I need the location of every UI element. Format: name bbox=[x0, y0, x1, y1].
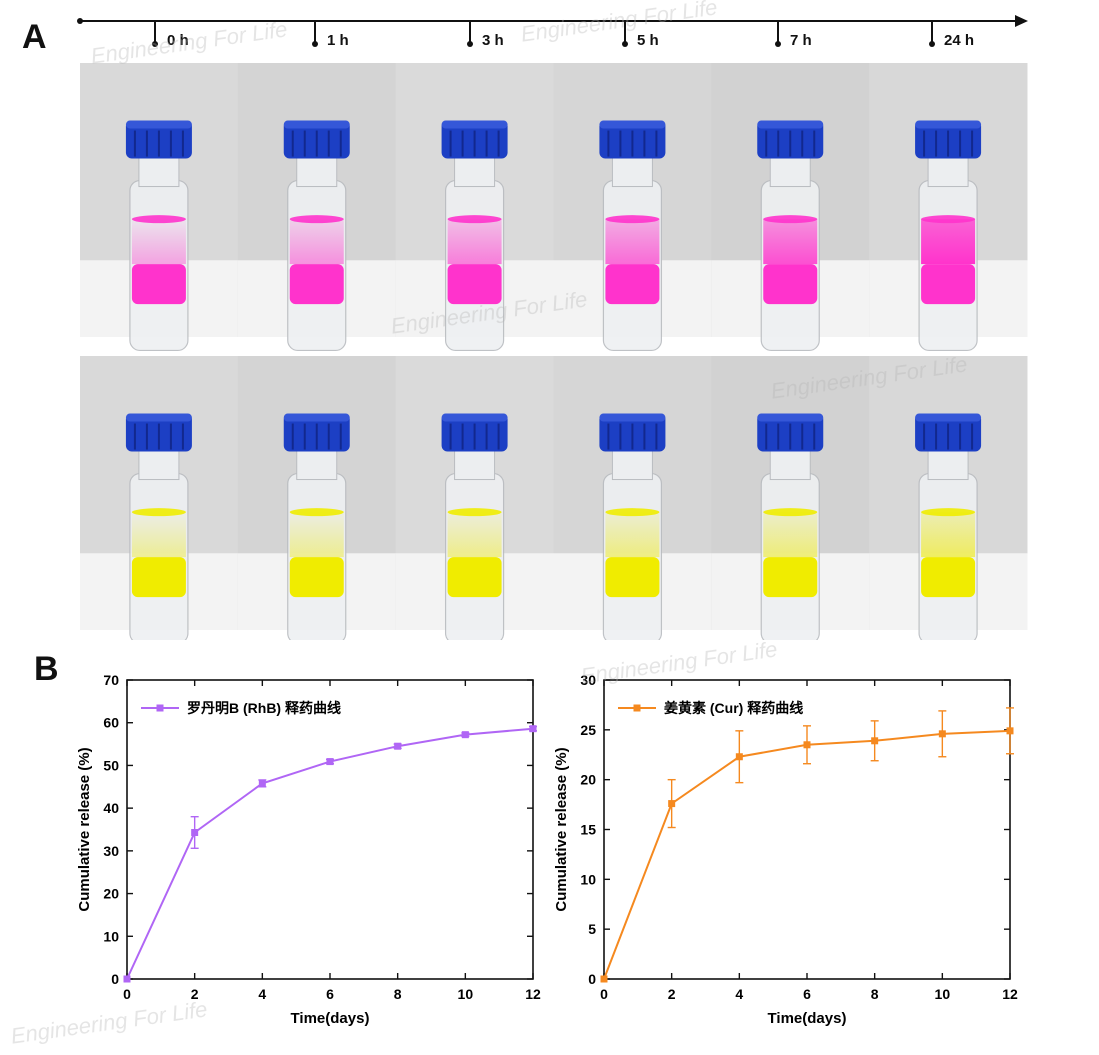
panel-a-label: A bbox=[22, 18, 47, 56]
x-tick-label: 2 bbox=[191, 986, 199, 1002]
cur-vial-row bbox=[80, 356, 1028, 640]
timepoint-marker: 5 h bbox=[622, 21, 659, 49]
data-point bbox=[871, 737, 879, 745]
data-point bbox=[326, 758, 334, 766]
data-point bbox=[600, 975, 608, 983]
timepoint-marker: 3 h bbox=[467, 21, 504, 49]
data-point bbox=[123, 975, 131, 983]
y-tick-label: 60 bbox=[103, 715, 119, 731]
y-tick-label: 20 bbox=[580, 772, 596, 788]
y-tick-label: 10 bbox=[103, 928, 119, 944]
x-tick-label: 10 bbox=[935, 986, 951, 1002]
rhb-vial-row bbox=[80, 63, 1028, 352]
timepoint-label: 0 h bbox=[167, 32, 189, 49]
timepoint-marker: 0 h bbox=[152, 21, 189, 49]
y-tick-label: 40 bbox=[103, 800, 119, 816]
data-point bbox=[258, 779, 266, 787]
legend-label: 姜黄素 (Cur) 释药曲线 bbox=[664, 700, 803, 716]
vial-photo bbox=[237, 63, 397, 352]
x-tick-label: 4 bbox=[735, 986, 743, 1002]
x-tick-label: 8 bbox=[871, 986, 879, 1002]
y-tick-label: 15 bbox=[580, 822, 596, 838]
y-tick-label: 0 bbox=[111, 971, 119, 987]
rhb-release-chart: 0 2 4 6 8 10 12 0 10 20 30 40 50 60 70 Time(days) Cumula… bbox=[76, 672, 541, 1027]
y-tick-label: 50 bbox=[103, 757, 119, 773]
y-tick-label: 70 bbox=[103, 672, 119, 688]
x-tick-label: 12 bbox=[525, 986, 541, 1002]
x-tick-label: 0 bbox=[600, 986, 608, 1002]
plot-frame bbox=[126, 679, 534, 980]
x-tick-label: 2 bbox=[668, 986, 676, 1002]
timepoint-marker: 1 h bbox=[312, 21, 349, 49]
data-point bbox=[461, 731, 469, 739]
y-tick-label: 5 bbox=[588, 921, 596, 937]
vial-photo bbox=[80, 356, 239, 640]
legend-marker bbox=[633, 704, 641, 712]
y-tick-label: 30 bbox=[580, 672, 596, 688]
vial-photo bbox=[395, 63, 554, 352]
data-point bbox=[803, 741, 811, 749]
vial-photo bbox=[237, 356, 397, 640]
series-line bbox=[126, 727, 534, 980]
legend-marker bbox=[156, 704, 164, 712]
timepoint-label: 24 h bbox=[944, 32, 974, 49]
x-tick-label: 8 bbox=[394, 986, 402, 1002]
panel-b-label: B bbox=[34, 650, 59, 688]
timeline-start-dot bbox=[77, 18, 83, 24]
y-tick-label: 10 bbox=[580, 871, 596, 887]
x-tick-label: 12 bbox=[1002, 986, 1018, 1002]
data-point bbox=[191, 828, 199, 836]
vial-photo bbox=[869, 356, 1028, 640]
x-tick-label: 10 bbox=[458, 986, 474, 1002]
legend-label: 罗丹明B (RhB) 释药曲线 bbox=[187, 700, 341, 716]
timepoint-label: 1 h bbox=[327, 32, 349, 49]
vial-photo bbox=[711, 356, 870, 640]
vial-photo bbox=[711, 63, 870, 352]
data-point bbox=[668, 800, 676, 808]
vial-photo bbox=[553, 63, 712, 352]
timepoint-label: 7 h bbox=[790, 32, 812, 49]
data-point bbox=[735, 753, 743, 761]
y-axis-label: Cumulative release (%) bbox=[553, 747, 570, 911]
data-point bbox=[938, 730, 946, 738]
y-axis-label: Cumulative release (%) bbox=[76, 747, 93, 911]
timeline-arrow-head bbox=[1015, 15, 1028, 27]
timepoint-marker: 7 h bbox=[775, 21, 812, 49]
plot-frame bbox=[603, 679, 1011, 980]
y-tick-label: 30 bbox=[103, 843, 119, 859]
y-tick-label: 25 bbox=[580, 722, 596, 738]
x-tick-label: 0 bbox=[123, 986, 131, 1002]
cur-release-chart: 0 2 4 6 8 10 12 0 5 10 15 20 25 30 Time(days) Cumulativ… bbox=[553, 672, 1018, 1027]
vial-photo bbox=[553, 356, 712, 640]
timepoint-label: 3 h bbox=[482, 32, 504, 49]
data-point bbox=[529, 725, 537, 733]
x-axis-label: Time(days) bbox=[768, 1010, 847, 1027]
timepoint-marker: 24 h bbox=[929, 21, 974, 49]
x-tick-label: 6 bbox=[326, 986, 334, 1002]
x-tick-label: 6 bbox=[803, 986, 811, 1002]
vial-photo bbox=[869, 63, 1028, 352]
y-tick-label: 0 bbox=[588, 971, 596, 987]
timepoint-label: 5 h bbox=[637, 32, 659, 49]
data-point bbox=[1006, 727, 1014, 735]
vial-photos bbox=[80, 63, 1028, 640]
vial-photo bbox=[395, 356, 554, 640]
vial-photo bbox=[80, 63, 239, 352]
x-tick-label: 4 bbox=[258, 986, 266, 1002]
data-point bbox=[394, 742, 402, 750]
y-tick-label: 20 bbox=[103, 886, 119, 902]
timeline: 0 h 1 h 3 h 5 h 7 h 24 h bbox=[77, 15, 1028, 49]
series-line bbox=[603, 729, 1011, 980]
x-axis-label: Time(days) bbox=[291, 1010, 370, 1027]
